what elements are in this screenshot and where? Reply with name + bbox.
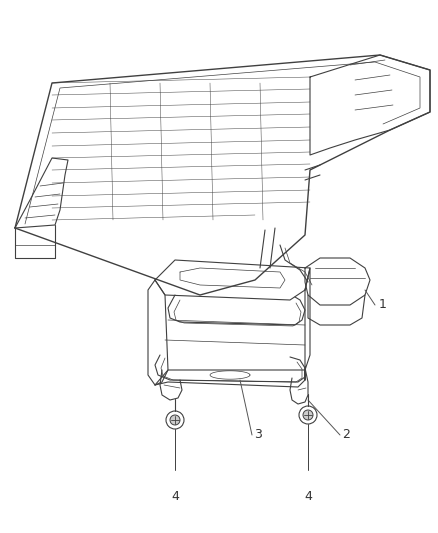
Circle shape [302, 410, 312, 420]
Text: 4: 4 [304, 490, 311, 503]
Text: 4: 4 [171, 490, 179, 503]
Text: 3: 3 [254, 429, 261, 441]
Circle shape [170, 415, 180, 425]
Text: 2: 2 [341, 429, 349, 441]
Text: 1: 1 [378, 298, 386, 311]
